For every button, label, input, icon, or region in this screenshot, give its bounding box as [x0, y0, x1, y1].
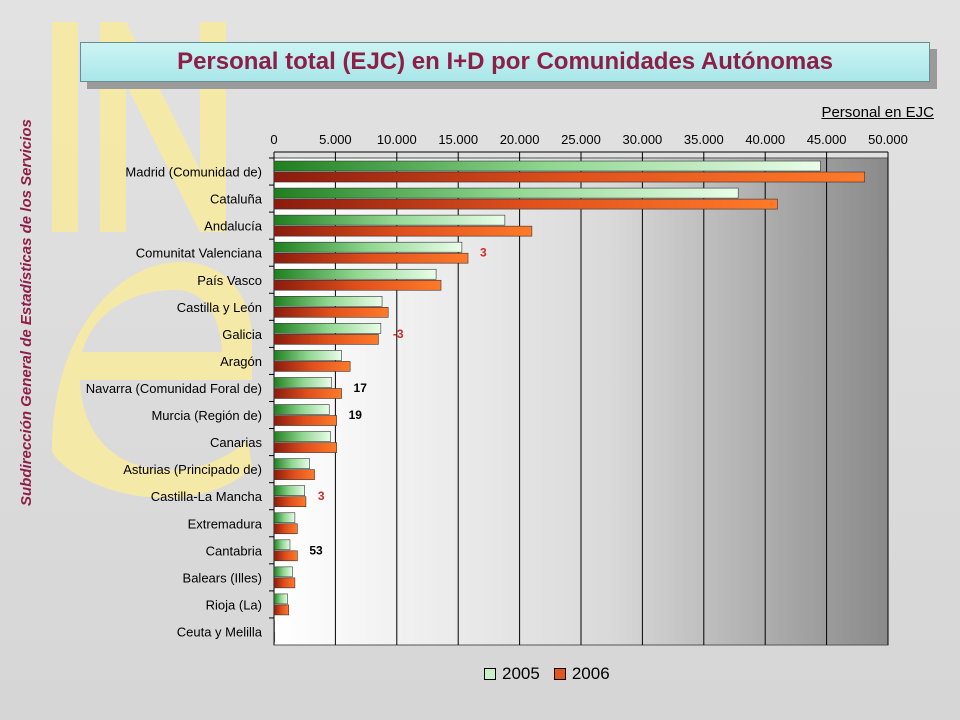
category-label: País Vasco	[197, 273, 262, 288]
bar-2006	[273, 523, 298, 535]
bar-2005	[273, 160, 821, 172]
bar-2006	[273, 225, 533, 237]
bar-2005	[273, 350, 342, 361]
annotation-label: 19	[349, 408, 363, 422]
bar-2005	[273, 512, 296, 524]
category-labels: Madrid (Comunidad de) Cataluña Andalucía Co…	[86, 157, 274, 639]
bar-2005	[273, 485, 306, 496]
category-label: Murcia (Región de)	[151, 408, 262, 423]
title-banner: Personal total (EJC) en I+D por Comunida…	[80, 42, 930, 82]
category-label: Comunitat Valenciana	[136, 246, 263, 261]
annotation-label: 53	[309, 543, 323, 557]
bar-2006	[273, 415, 337, 426]
units-label: Personal en EJC	[821, 104, 934, 121]
bar-2006	[273, 307, 389, 318]
annotation-label: 3	[480, 246, 487, 260]
category-label: Cataluña	[210, 192, 263, 207]
x-tick-label: 15.000	[438, 132, 478, 147]
x-tick-label: 30.000	[623, 132, 663, 147]
category-label: Madrid (Comunidad de)	[125, 165, 262, 180]
category-label: Rioja (La)	[206, 597, 262, 612]
legend-label-2005: 2005	[502, 664, 540, 683]
x-tick-label: 50.000	[868, 132, 908, 147]
category-label: Galicia	[222, 327, 263, 342]
bar-2006	[273, 361, 351, 372]
bar-2005	[273, 431, 331, 442]
category-label: Cantabria	[206, 543, 263, 558]
bar-2005	[273, 458, 310, 469]
x-axis-ticks: 0 5.000 10.000 15.000 20.000 25.000 30.000 35.0…	[270, 132, 908, 645]
x-tick-label: 10.000	[377, 132, 417, 147]
annotation-label: -3	[393, 327, 404, 341]
x-tick-label: 0	[270, 132, 277, 147]
legend-swatch-2006	[553, 668, 566, 680]
bar-2006	[273, 252, 469, 264]
side-text: Subdirección General de Estadísticas de …	[18, 119, 35, 506]
bar-2005	[273, 620, 275, 632]
bar-2006	[273, 198, 778, 210]
bar-2005	[273, 404, 330, 415]
bar-2005	[273, 214, 506, 226]
bar-2006	[273, 171, 865, 183]
bar-2005	[273, 377, 333, 388]
bar-2005	[273, 296, 383, 307]
legend-entry-2006: 2006	[553, 664, 610, 684]
category-label: Extremadura	[188, 516, 263, 531]
x-tick-label: 20.000	[500, 132, 540, 147]
bar-2006	[273, 631, 276, 643]
bar-2006	[273, 388, 342, 399]
bar-2005	[273, 323, 382, 334]
side-text-label: Subdirección General de Estadísticas de …	[18, 119, 35, 506]
bar-2005	[273, 566, 293, 578]
annotations: 3 -3 17 19 3 53	[309, 246, 487, 558]
bar-2006	[273, 334, 379, 345]
category-label: Andalucía	[204, 219, 263, 234]
category-label: Ceuta y Melilla	[177, 624, 263, 639]
bar-2006	[273, 442, 337, 453]
bar-2005	[273, 268, 437, 280]
chart-title: Personal total (EJC) en I+D por Comunida…	[177, 48, 833, 75]
legend-entry-2005: 2005	[484, 664, 540, 684]
category-label: Navarra (Comunidad Foral de)	[86, 381, 262, 396]
bar-2005	[273, 593, 288, 605]
bar-2005	[273, 539, 291, 551]
x-tick-label: 45.000	[807, 132, 847, 147]
bar-2006	[273, 496, 307, 507]
bar-2006	[273, 577, 296, 589]
category-label: Asturias (Principado de)	[123, 462, 262, 477]
annotation-label: 17	[354, 381, 368, 395]
legend: 2005 2006	[484, 662, 640, 686]
x-tick-label: 5.000	[319, 132, 352, 147]
x-tick-label: 25.000	[561, 132, 601, 147]
category-label: Aragón	[220, 354, 262, 369]
bar-2006	[273, 550, 298, 562]
legend-label-2006: 2006	[571, 664, 610, 683]
bar-2006	[273, 279, 442, 291]
category-label: Canarias	[210, 435, 263, 450]
category-label: Castilla y León	[177, 300, 262, 315]
x-tick-label: 40.000	[745, 132, 785, 147]
bar-2005	[273, 241, 463, 253]
bar-2006	[273, 604, 290, 616]
category-label: Castilla-La Mancha	[151, 489, 263, 504]
bar-2005	[273, 187, 739, 199]
bar-2006	[273, 469, 315, 480]
category-label: Balears (Illes)	[183, 570, 262, 585]
legend-swatch-2005	[484, 668, 496, 680]
bars	[273, 160, 865, 643]
x-tick-label: 35.000	[684, 132, 724, 147]
annotation-label: 3	[318, 489, 325, 503]
